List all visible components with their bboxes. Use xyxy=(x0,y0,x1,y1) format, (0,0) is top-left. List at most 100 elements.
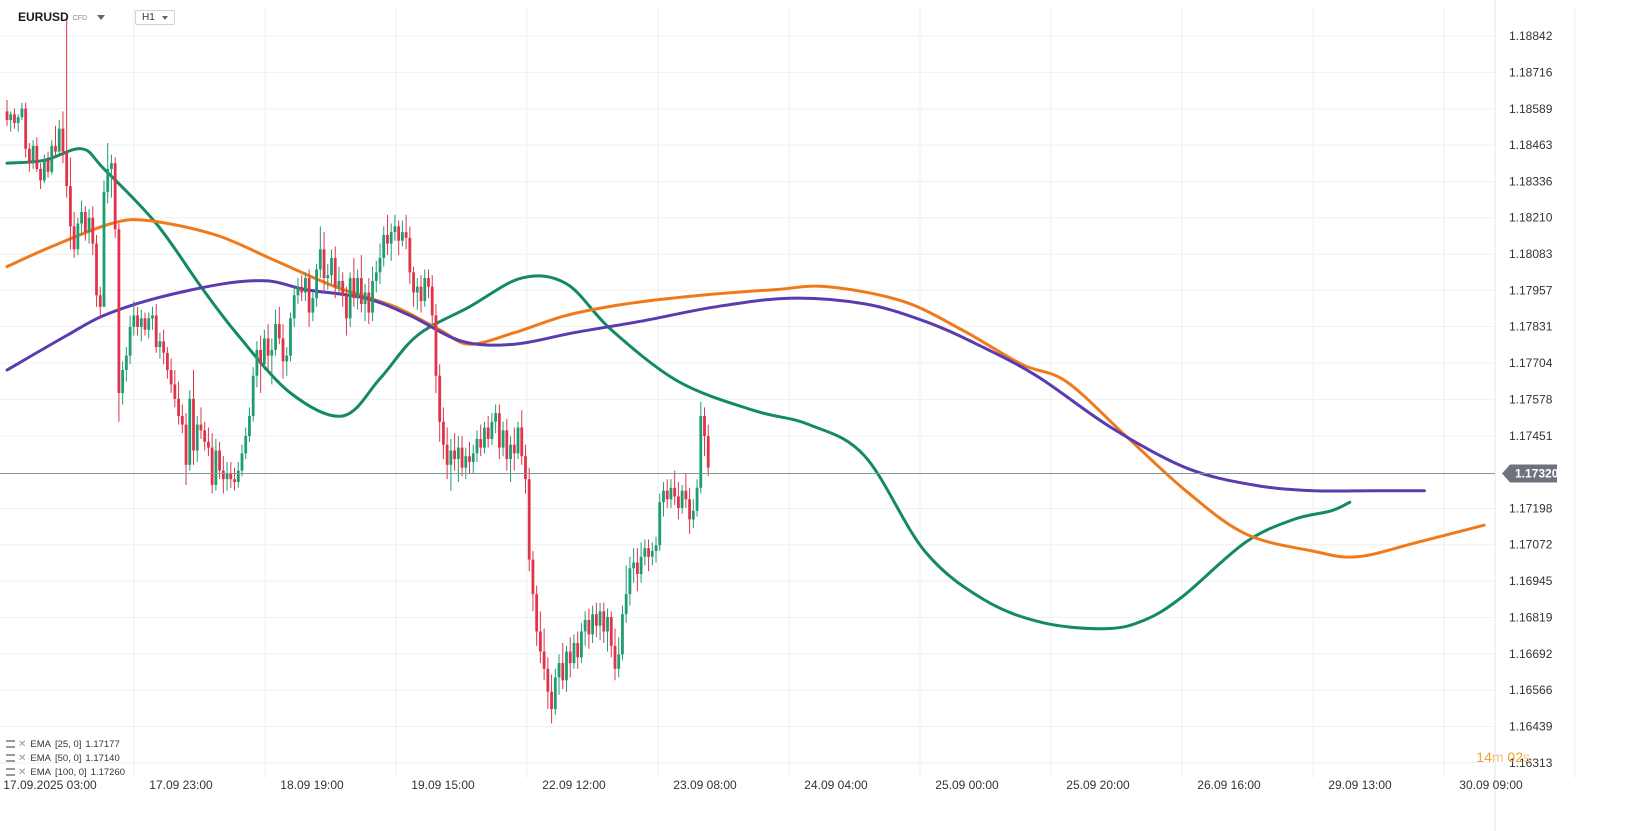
candle-bearish xyxy=(665,490,669,500)
candle-bullish xyxy=(378,257,382,273)
candle-bearish xyxy=(277,324,281,339)
close-icon[interactable]: ✕ xyxy=(18,752,27,764)
ema-line-100 xyxy=(5,279,1426,493)
candle-bearish xyxy=(169,370,173,385)
candle-bearish xyxy=(341,280,345,296)
candle-bullish xyxy=(449,450,453,465)
candle-bearish xyxy=(609,617,613,646)
candle-bearish xyxy=(397,226,401,241)
candle-bullish xyxy=(475,438,479,454)
candle-bullish xyxy=(695,487,699,511)
candle-bearish xyxy=(266,338,270,356)
candle-bullish xyxy=(285,355,289,362)
y-tick-label: 1.17451 xyxy=(1509,429,1553,443)
candle-bullish xyxy=(572,642,576,664)
indicator-name: EMA xyxy=(30,766,51,778)
current-price-label: 1.17320 xyxy=(1515,466,1559,480)
candle-bearish xyxy=(39,168,42,181)
y-tick-label: 1.18589 xyxy=(1509,102,1553,116)
indicator-name: EMA xyxy=(30,752,51,764)
close-icon[interactable]: ✕ xyxy=(18,766,27,778)
symbol-name: EURUSD xyxy=(18,10,69,24)
y-tick-label: 1.17957 xyxy=(1509,283,1553,297)
candle-bullish xyxy=(50,145,54,172)
candle-bearish xyxy=(333,257,337,287)
candle-bullish xyxy=(621,614,624,655)
candle-bullish xyxy=(501,430,505,448)
candle-bearish xyxy=(408,237,412,273)
y-tick-label: 1.17704 xyxy=(1509,356,1553,370)
candle-bearish xyxy=(434,315,438,376)
candle-bearish xyxy=(524,456,527,480)
indicator-value: 1.17140 xyxy=(85,752,120,764)
candle-bullish xyxy=(240,453,244,471)
y-tick-label: 1.18716 xyxy=(1509,65,1553,79)
candle-bearish xyxy=(602,611,606,632)
candle-bearish xyxy=(24,108,28,149)
indicator-params: [100, 0] xyxy=(54,766,87,778)
y-tick-label: 1.18083 xyxy=(1509,247,1553,261)
candle-bullish xyxy=(270,349,274,356)
candle-bearish xyxy=(594,614,598,626)
candle-bullish xyxy=(20,108,24,118)
candle-bearish xyxy=(568,651,572,664)
chevron-down-icon[interactable] xyxy=(97,14,106,20)
candle-bullish xyxy=(80,211,83,224)
countdown-seconds: 02 xyxy=(1507,749,1523,765)
candle-bearish xyxy=(438,375,442,422)
candle-bullish xyxy=(158,341,162,348)
x-axis: 17.09.2025 03:00 17.09 23:00 18.09 19:00 19… xyxy=(3,778,1523,792)
candle-bearish xyxy=(207,441,210,448)
x-tick-label: 30.09 09:00 xyxy=(1459,778,1523,792)
candle-bearish xyxy=(95,243,98,296)
candle-bullish xyxy=(348,278,352,319)
candle-bearish xyxy=(307,278,311,313)
countdown-seconds-unit: s xyxy=(1523,749,1530,765)
candle-bearish xyxy=(180,415,184,425)
candle-bullish xyxy=(255,349,259,376)
x-tick-label: 22.09 12:00 xyxy=(542,778,606,792)
candle-bearish xyxy=(98,295,102,307)
y-tick-label: 1.17072 xyxy=(1509,538,1553,552)
chevron-down-icon xyxy=(162,15,168,20)
candle-bullish xyxy=(106,168,110,192)
x-tick-label: 24.09 04:00 xyxy=(804,778,868,792)
candle-bearish xyxy=(546,668,550,692)
candle-bullish xyxy=(382,234,386,258)
candle-bearish xyxy=(527,479,531,560)
candle-bearish xyxy=(505,430,509,460)
candle-bullish xyxy=(650,551,654,557)
candle-bearish xyxy=(199,424,203,431)
candle-bullish xyxy=(330,257,333,276)
candle-bullish xyxy=(188,398,192,465)
candle-bullish xyxy=(139,318,143,327)
candle-bearish xyxy=(486,427,490,439)
timeframe-selector[interactable]: H1 xyxy=(135,10,175,25)
candle-bullish xyxy=(124,355,128,371)
legend-ema-100: ✕ EMA [100, 0] 1.17260 xyxy=(6,765,125,779)
settings-icon[interactable] xyxy=(6,768,15,776)
candle-bullish xyxy=(311,298,315,313)
candle-bearish xyxy=(550,691,553,710)
close-icon[interactable]: ✕ xyxy=(18,738,27,750)
candle-bullish xyxy=(225,473,229,480)
candle-bearish xyxy=(300,286,304,293)
candle-bearish xyxy=(445,444,449,465)
candle-bearish xyxy=(531,559,535,595)
candle-bearish xyxy=(673,487,677,497)
settings-icon[interactable] xyxy=(6,740,15,748)
candle-bearish xyxy=(221,470,225,480)
candle-bearish xyxy=(706,436,710,468)
candle-bullish xyxy=(374,272,378,281)
candle-bearish xyxy=(27,148,31,164)
candle-bearish xyxy=(54,145,57,152)
y-tick-label: 1.16692 xyxy=(1509,647,1553,661)
candle-bullish xyxy=(557,663,561,678)
candle-bearish xyxy=(613,645,617,669)
symbol-selector[interactable]: EURUSD CFD xyxy=(18,8,106,26)
candle-bullish xyxy=(292,295,296,319)
x-tick-label: 29.09 13:00 xyxy=(1328,778,1392,792)
settings-icon[interactable] xyxy=(6,754,15,762)
y-tick-label: 1.16313 xyxy=(1509,756,1553,770)
